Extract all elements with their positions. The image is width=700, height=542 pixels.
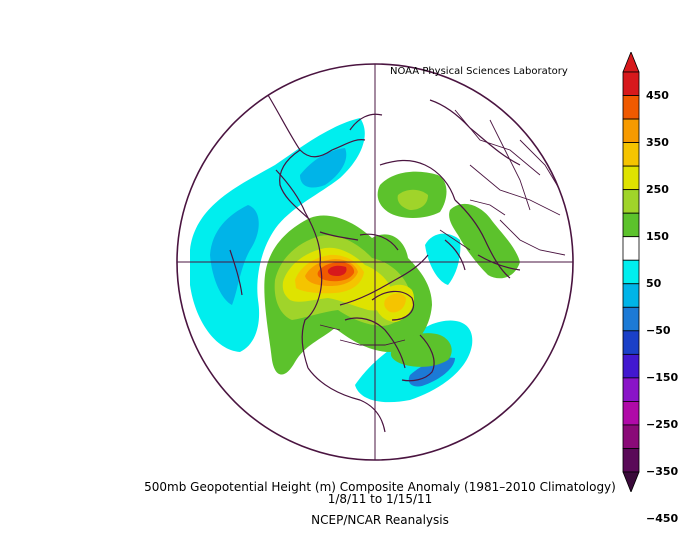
colorbar-block: [622, 283, 640, 308]
anomaly-neg-alaska: [300, 148, 347, 188]
anomaly-pos-scandinavia-2: [397, 189, 428, 210]
colorbar-tick-label: 250: [646, 182, 669, 196]
colorbar-tick-label: −50: [646, 323, 671, 337]
coastlines: [229, 94, 521, 433]
colorbar-tick-label: 50: [646, 276, 662, 290]
colorbar-block: [622, 424, 640, 449]
anomaly-pos-main-7: [327, 265, 347, 276]
colorbar-block: [622, 189, 640, 214]
colorbar-block: [622, 448, 640, 473]
colorbar-block: [622, 259, 640, 285]
caption-dates: 1/8/11 to 1/15/11: [327, 492, 433, 506]
caption-title: 500mb Geopotential Height (m) Composite …: [144, 480, 616, 494]
colorbar-block: [622, 165, 640, 191]
caption-source: NCEP/NCAR Reanalysis: [311, 513, 449, 527]
colorbar-arrow-bottom: [622, 471, 640, 492]
colorbar-tick-label: 350: [646, 135, 669, 149]
colorbar-block: [622, 401, 640, 426]
colorbar-tick-label: 450: [646, 88, 669, 102]
colorbar-arrow-top: [622, 52, 640, 73]
colorbar-block: [622, 71, 640, 96]
colorbar-block: [622, 306, 640, 332]
colorbar-tick-label: 150: [646, 229, 669, 243]
colorbar-blocks: [622, 52, 640, 492]
colorbar-block: [622, 118, 640, 143]
political-boundaries: [319, 109, 566, 346]
colorbar-block: [622, 212, 640, 238]
colorbar-block: [622, 236, 640, 261]
colorbar-block: [622, 95, 640, 120]
map-boundary: [176, 63, 574, 461]
colorbar-tick-label: −150: [646, 370, 679, 384]
colorbar-block: [622, 330, 640, 355]
colorbar-tick-label: −350: [646, 465, 679, 478]
colorbar-tick-label: −450: [646, 512, 679, 526]
anomaly-pos-hudson-2: [384, 293, 406, 313]
colorbar: [622, 52, 640, 492]
credit-label: NOAA Physical Sciences Laboratory: [390, 66, 568, 77]
anomaly-neg-europe: [425, 233, 461, 285]
colorbar-tick-label: −250: [646, 417, 679, 431]
anomaly-neg-pacific-inner: [210, 205, 259, 305]
colorbar-block: [622, 142, 640, 167]
colorbar-block: [622, 377, 640, 402]
anomaly-pos-atlantic: [390, 333, 452, 367]
anomaly-pos-siberia: [449, 203, 520, 279]
colorbar-block: [622, 353, 640, 379]
